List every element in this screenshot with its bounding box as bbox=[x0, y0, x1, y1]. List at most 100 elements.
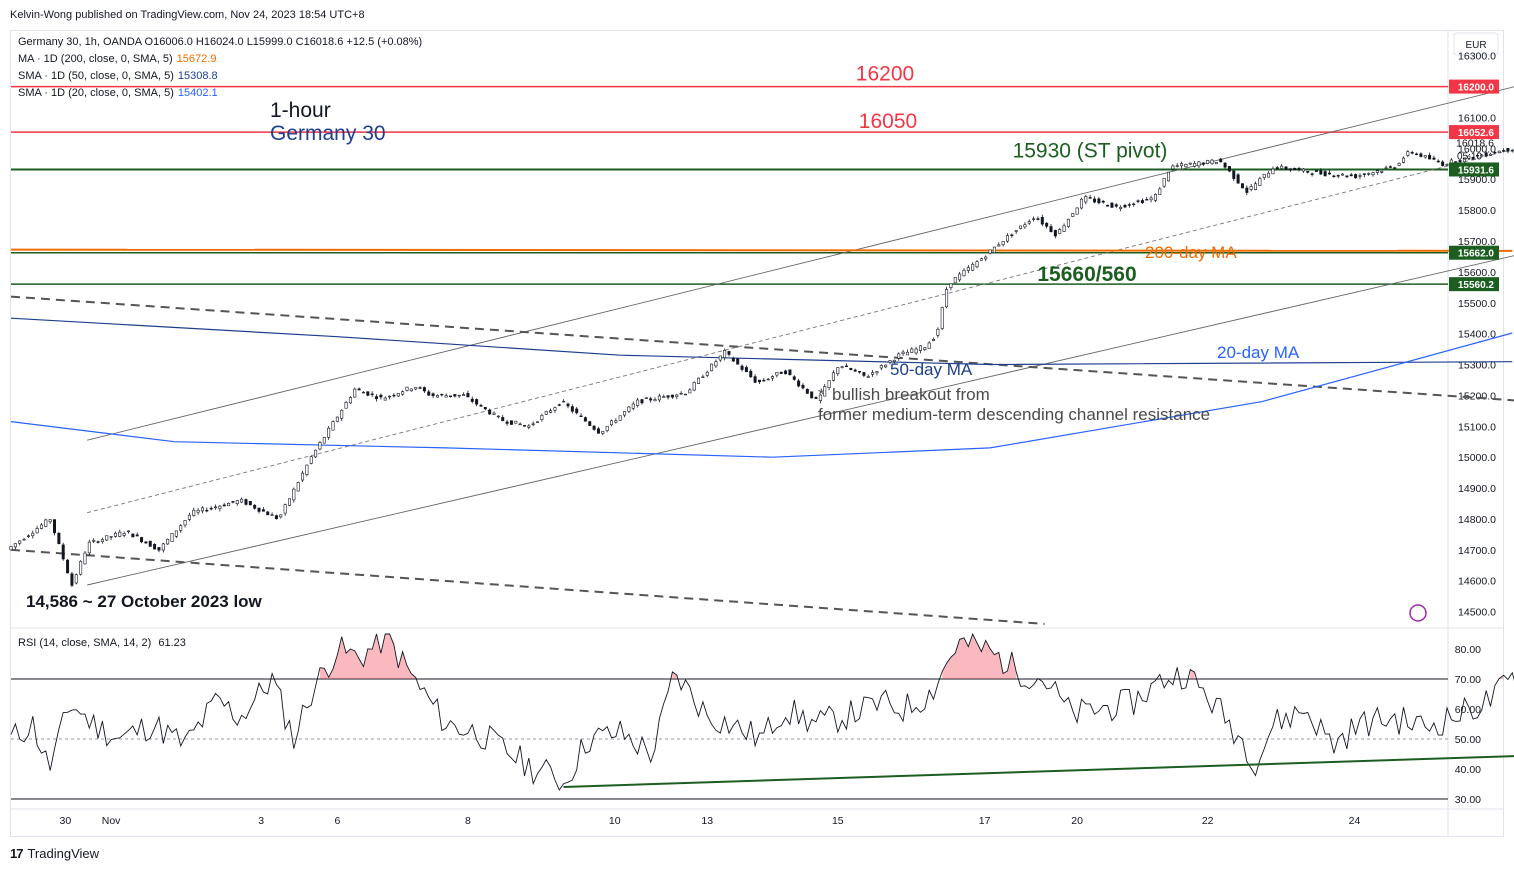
candle-body bbox=[823, 386, 827, 397]
candle-body bbox=[675, 394, 679, 397]
candle-body bbox=[744, 367, 748, 373]
time-tick-label: 15 bbox=[832, 815, 844, 827]
candle-body bbox=[1010, 234, 1014, 236]
tradingview-logo[interactable]: 17 TradingView bbox=[10, 846, 99, 861]
rsi-tick-label: 50.00 bbox=[1455, 734, 1481, 746]
candle-body bbox=[975, 261, 979, 268]
candle-body bbox=[1502, 150, 1506, 152]
candle-body bbox=[649, 398, 653, 401]
candle-body bbox=[1293, 167, 1297, 171]
candle-body bbox=[1362, 173, 1366, 175]
candle-body bbox=[884, 364, 888, 368]
candle-body bbox=[775, 371, 779, 376]
candle-body bbox=[1014, 230, 1018, 232]
candle-body bbox=[979, 258, 983, 261]
candle-body bbox=[492, 412, 496, 415]
candle-body bbox=[283, 504, 287, 514]
candle-body bbox=[31, 532, 35, 537]
candle-body bbox=[1510, 149, 1514, 152]
level-tag bbox=[1449, 277, 1499, 292]
moving-average-line bbox=[10, 332, 1513, 458]
candle-body bbox=[1101, 200, 1105, 203]
candle-body bbox=[714, 361, 718, 367]
candle-body bbox=[214, 506, 218, 509]
candle-body bbox=[901, 351, 905, 355]
candle-body bbox=[113, 532, 117, 537]
candle-body bbox=[422, 387, 426, 392]
candle-body bbox=[1227, 166, 1231, 172]
candle-body bbox=[1019, 225, 1023, 229]
candle-body bbox=[449, 395, 452, 397]
publisher-credit: Kelvin-Wong published on TradingView.com… bbox=[10, 9, 365, 21]
candle-body bbox=[1475, 155, 1479, 157]
candle-body bbox=[1223, 162, 1227, 168]
candle-body bbox=[905, 351, 909, 356]
candle-body bbox=[1110, 202, 1114, 208]
candle-body bbox=[840, 366, 844, 368]
candle-body bbox=[1397, 163, 1401, 166]
candle-body bbox=[431, 393, 435, 396]
candle-body bbox=[1188, 162, 1192, 165]
candle-body bbox=[540, 414, 544, 420]
rsi-tick-label: 80.00 bbox=[1455, 644, 1481, 656]
candle-body bbox=[553, 407, 557, 411]
candle-body bbox=[583, 417, 587, 422]
candle-body bbox=[266, 511, 270, 516]
candle-body bbox=[1027, 221, 1031, 224]
candle-body bbox=[814, 397, 818, 399]
candle-body bbox=[1262, 173, 1266, 178]
time-tick-label: Nov bbox=[102, 815, 121, 827]
price-tick-label: 15600.0 bbox=[1458, 267, 1496, 279]
candle-body bbox=[301, 472, 305, 481]
candle-body bbox=[100, 539, 104, 542]
candle-body bbox=[849, 368, 853, 371]
candle-body bbox=[1219, 158, 1223, 163]
candle-body bbox=[605, 425, 609, 431]
price-tick-label: 16100.0 bbox=[1458, 112, 1496, 124]
candle-body bbox=[596, 428, 600, 434]
candle-body bbox=[1084, 196, 1088, 203]
candle-body bbox=[514, 420, 518, 424]
candle-body bbox=[174, 530, 178, 537]
candle-body bbox=[805, 389, 809, 394]
candle-body bbox=[488, 409, 492, 415]
price-tick-label: 16000.0 bbox=[1458, 143, 1496, 155]
candle-body bbox=[853, 369, 857, 372]
candle-body bbox=[274, 515, 278, 520]
level-tag bbox=[1449, 79, 1499, 94]
candle-body bbox=[1445, 164, 1449, 166]
candle-body bbox=[927, 342, 931, 349]
candle-body bbox=[192, 509, 196, 516]
time-tick-label: 3 bbox=[258, 815, 264, 827]
candle-body bbox=[257, 507, 261, 512]
candle-body bbox=[340, 409, 344, 419]
candle-body bbox=[288, 498, 291, 506]
candle-body bbox=[1123, 204, 1127, 208]
candle-body bbox=[1049, 226, 1053, 233]
candle-body bbox=[897, 353, 901, 359]
candle-body bbox=[22, 538, 26, 541]
candle-body bbox=[562, 400, 566, 403]
candle-body bbox=[670, 394, 674, 398]
candle-body bbox=[1284, 166, 1288, 170]
tradingview-brand: TradingView bbox=[27, 846, 100, 861]
candle-body bbox=[662, 396, 666, 398]
candle-body bbox=[231, 501, 235, 503]
price-tick-label: 14500.0 bbox=[1458, 607, 1496, 619]
chart-title-timeframe: 1-hour bbox=[270, 99, 331, 122]
candle-body bbox=[244, 499, 248, 505]
candle-body bbox=[1197, 161, 1201, 167]
candle-body bbox=[1380, 170, 1384, 173]
candle-body bbox=[209, 507, 213, 510]
candle-body bbox=[79, 561, 83, 575]
candle-body bbox=[1106, 204, 1110, 207]
candle-body bbox=[1206, 160, 1210, 164]
candle-body bbox=[844, 365, 848, 368]
chart-frame bbox=[10, 30, 1504, 837]
time-tick-label: 24 bbox=[1349, 815, 1361, 827]
candle-body bbox=[1393, 167, 1397, 169]
candle-body bbox=[57, 532, 61, 544]
candle-body bbox=[1493, 152, 1497, 154]
candle-body bbox=[940, 307, 944, 329]
